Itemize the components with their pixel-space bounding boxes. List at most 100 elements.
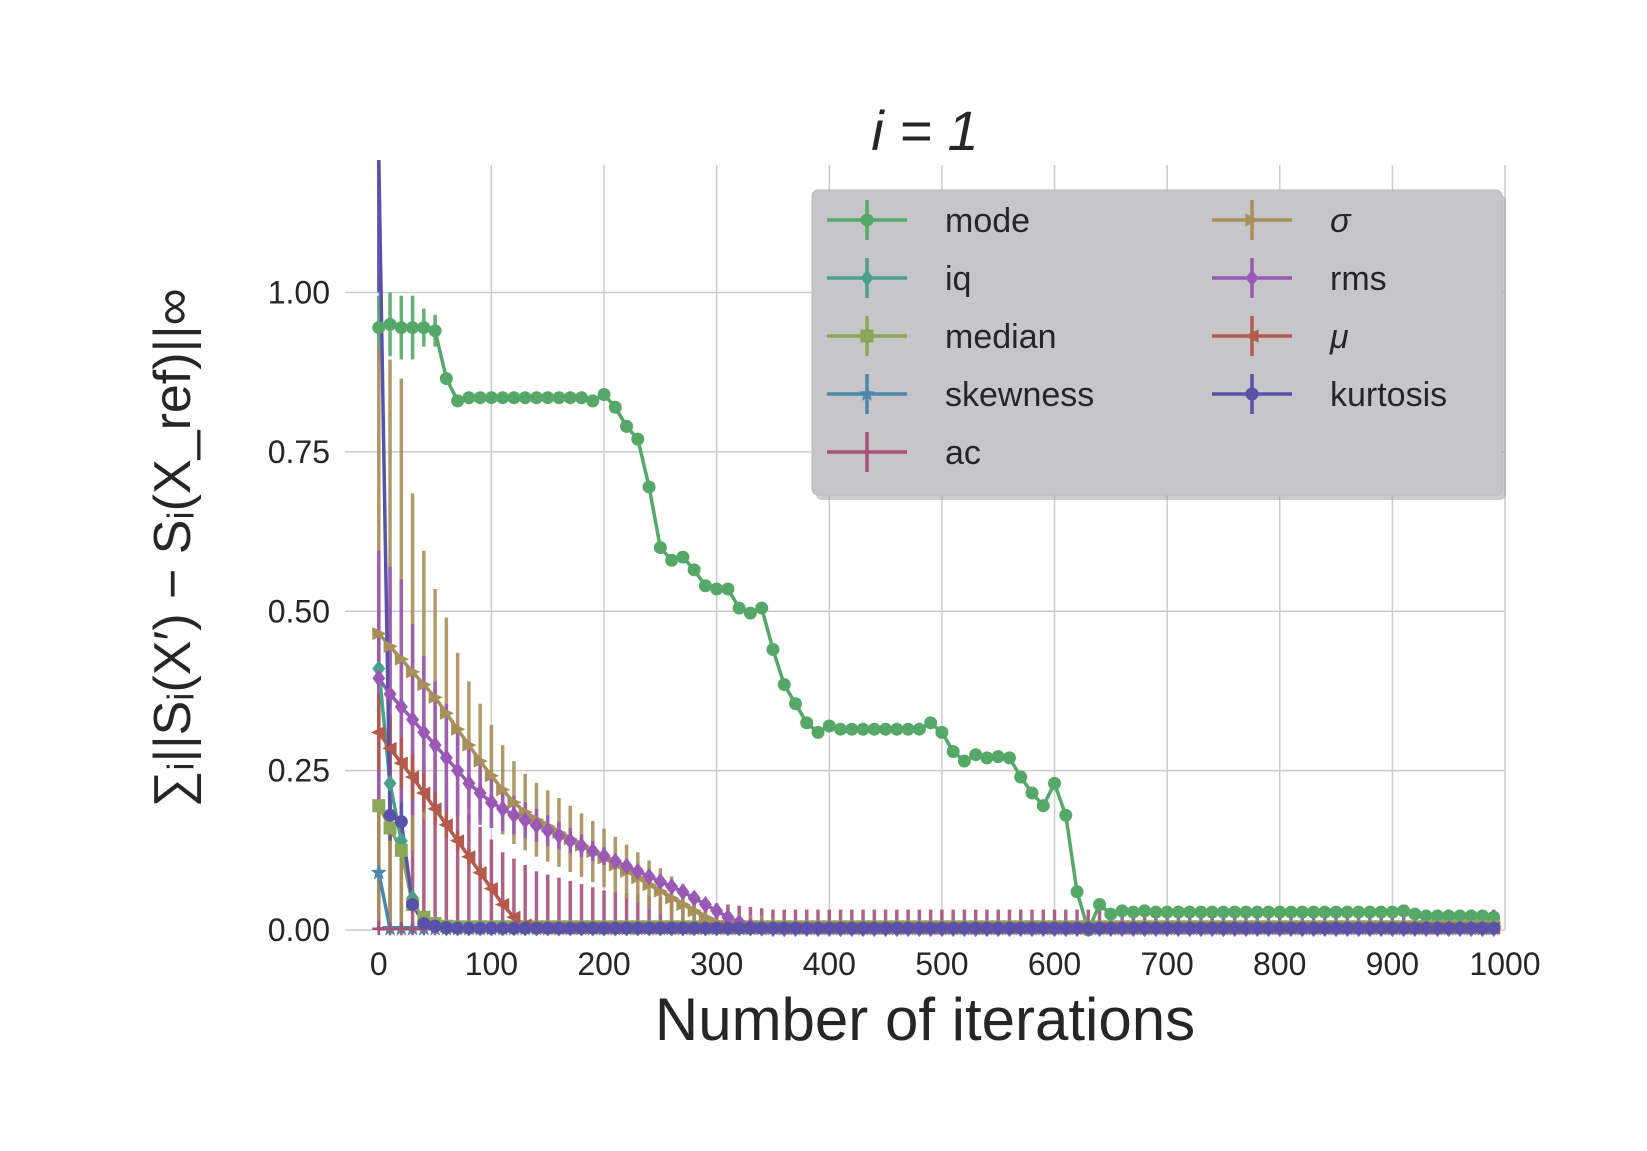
data-point	[406, 321, 420, 335]
data-point	[507, 921, 521, 935]
data-point	[1025, 921, 1039, 935]
data-point	[676, 898, 691, 911]
data-point	[834, 722, 848, 736]
legend-label: kurtosis	[1330, 376, 1447, 414]
data-point	[383, 639, 398, 653]
y-tick-label: 0.50	[268, 593, 330, 629]
data-point	[1160, 921, 1174, 935]
data-point	[1385, 905, 1399, 919]
data-point	[597, 921, 611, 935]
data-point	[1002, 921, 1016, 935]
data-point	[912, 722, 926, 736]
data-point	[969, 748, 983, 762]
data-point	[665, 921, 679, 935]
data-point	[428, 736, 442, 754]
data-point	[1239, 905, 1253, 919]
data-point	[1374, 921, 1388, 935]
data-point	[1228, 921, 1242, 935]
data-point	[1307, 921, 1321, 935]
data-point	[462, 921, 476, 935]
data-point	[698, 896, 712, 913]
data-point	[698, 579, 712, 593]
data-point	[451, 762, 465, 780]
data-point	[1059, 808, 1073, 822]
data-point	[383, 808, 397, 822]
data-point	[687, 889, 701, 907]
data-point	[1352, 905, 1366, 919]
data-point	[1059, 921, 1073, 935]
data-point	[438, 818, 453, 832]
data-point	[935, 725, 949, 739]
data-point	[867, 722, 881, 736]
data-point	[541, 822, 555, 839]
data-point	[372, 321, 386, 335]
data-point	[496, 800, 510, 818]
data-point	[811, 921, 825, 935]
data-point	[777, 921, 791, 935]
data-point	[394, 815, 408, 829]
data-point	[1183, 921, 1197, 935]
x-tick-label: 600	[1028, 946, 1081, 982]
data-point	[743, 921, 757, 935]
data-point	[1239, 921, 1253, 935]
data-point	[1442, 921, 1456, 935]
y-tick-label: 1.00	[268, 275, 330, 311]
data-point	[1318, 905, 1332, 919]
data-point	[494, 898, 510, 911]
data-point	[1273, 921, 1287, 935]
data-point	[946, 745, 960, 758]
legend-label: ac	[945, 434, 981, 472]
data-point	[370, 864, 387, 880]
data-point	[969, 921, 983, 935]
data-point	[1014, 921, 1028, 935]
legend-label: μ	[1329, 318, 1349, 356]
y-tick-label: 0.00	[268, 912, 330, 948]
data-point	[417, 678, 432, 692]
data-point	[822, 719, 836, 733]
data-point	[653, 873, 667, 890]
data-point	[586, 394, 600, 408]
data-point	[732, 601, 746, 615]
data-point	[834, 921, 848, 935]
data-point	[653, 921, 667, 935]
data-point	[1036, 799, 1050, 813]
data-point	[518, 805, 533, 819]
data-point	[394, 321, 408, 335]
x-tick-label: 0	[370, 946, 388, 982]
data-point	[1093, 898, 1107, 911]
legend-label: iq	[945, 260, 971, 298]
data-point	[1228, 905, 1242, 919]
data-point	[586, 921, 600, 935]
data-point	[449, 834, 465, 848]
data-point	[1025, 786, 1039, 800]
data-point	[428, 690, 443, 704]
legend-label: rms	[1330, 260, 1387, 298]
data-point	[1126, 905, 1140, 919]
legend-label: median	[945, 318, 1057, 356]
data-point	[1036, 921, 1050, 935]
x-tick-label: 500	[915, 946, 968, 982]
data-point	[1284, 905, 1298, 919]
x-tick-label: 1000	[1469, 946, 1540, 982]
data-point	[552, 391, 566, 405]
data-point	[473, 921, 487, 935]
data-point	[406, 711, 420, 729]
data-point	[1284, 921, 1298, 935]
y-tick-label: 0.75	[268, 434, 330, 470]
data-point	[552, 921, 566, 935]
data-point	[496, 783, 511, 797]
series-markers	[370, 317, 1502, 938]
data-point	[372, 660, 386, 678]
data-point	[1205, 921, 1219, 935]
data-point	[924, 921, 938, 935]
x-tick-label: 100	[465, 946, 518, 982]
data-point	[1093, 921, 1107, 935]
x-tick-label: 800	[1253, 946, 1306, 982]
data-point	[507, 391, 521, 405]
data-point	[698, 921, 712, 935]
data-point	[383, 922, 397, 936]
data-point	[980, 921, 994, 935]
data-point	[766, 921, 780, 935]
data-point	[721, 921, 735, 935]
data-point	[1442, 909, 1456, 923]
